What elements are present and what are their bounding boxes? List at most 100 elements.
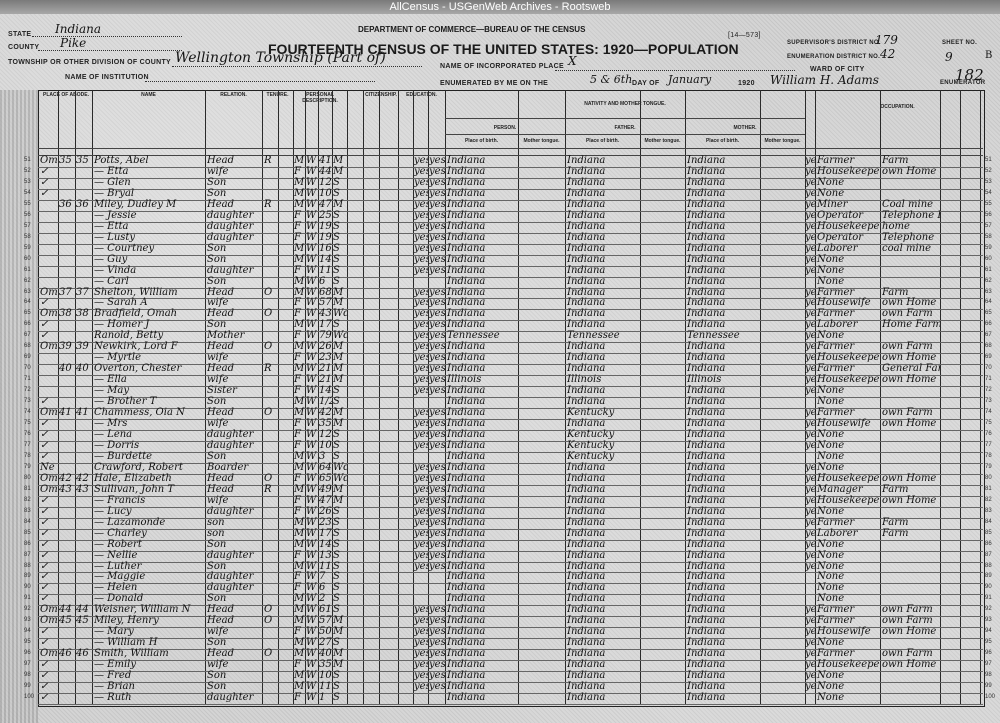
cell-mother-birth: Indiana xyxy=(687,648,726,660)
cell-english: yes xyxy=(805,253,817,265)
cell-occupation: None xyxy=(817,450,845,462)
cell-english: yes xyxy=(805,527,817,539)
cell-write: yes xyxy=(429,560,445,572)
line-number-right: 81 xyxy=(985,485,992,492)
cell-name: Miley, Henry xyxy=(94,615,159,627)
cell-relation: daughter xyxy=(207,505,254,517)
cell-english: yes xyxy=(805,198,817,210)
line-number-right: 83 xyxy=(985,507,992,514)
cell-sex: F xyxy=(294,264,301,276)
cell-marital: M xyxy=(333,494,344,506)
cell-occupation: Housewife xyxy=(817,418,871,430)
cell-industry: General Farm xyxy=(882,363,940,375)
cell-age: 47 xyxy=(319,198,332,210)
county-value: Pike xyxy=(60,36,87,50)
cell-race: W xyxy=(306,648,317,660)
row-rule xyxy=(38,199,983,201)
cell-sex: M xyxy=(294,341,305,353)
cell-family: 40 xyxy=(76,363,89,375)
cell-industry: own Home xyxy=(882,297,937,309)
cell-home: Om xyxy=(40,155,58,166)
cell-name: — Burdette xyxy=(94,450,153,462)
cell-mother-birth: Indiana xyxy=(687,604,726,616)
cell-birth: Indiana xyxy=(447,483,486,495)
row-rule xyxy=(38,440,983,442)
cell-occupation: Laborer xyxy=(817,527,858,539)
row-rule xyxy=(38,320,983,322)
cell-marital: Wd xyxy=(333,330,347,342)
cell-tenure: O xyxy=(264,604,273,616)
cell-race: W xyxy=(306,615,317,627)
cell-race: W xyxy=(306,483,317,495)
line-number-right: 60 xyxy=(985,255,992,262)
cell-home: Om xyxy=(40,308,58,320)
cell-father-birth: Indiana xyxy=(567,571,606,583)
cell-english: yes xyxy=(805,505,817,517)
cell-birth: Indiana xyxy=(447,242,486,254)
cell-birth: Illinois xyxy=(447,374,482,386)
row-rule xyxy=(38,484,983,486)
cell-marital: M xyxy=(333,418,344,430)
cell-write: yes xyxy=(429,681,445,693)
row-rule xyxy=(38,386,983,388)
line-number: 63 xyxy=(24,288,31,295)
cell-father-birth: Indiana xyxy=(567,242,606,254)
cell-mother-birth: Tennessee xyxy=(687,330,740,342)
line-number: 72 xyxy=(24,387,31,394)
cell-birth: Indiana xyxy=(447,637,486,649)
cell-birth: Indiana xyxy=(447,604,486,616)
cell-name: — Bryal xyxy=(94,187,135,199)
cell-occupation: Farmer xyxy=(817,155,855,166)
cell-name: — Francis xyxy=(94,494,146,506)
cell-tenure: O xyxy=(264,286,273,298)
cell-mother-birth: Indiana xyxy=(687,505,726,517)
cell-industry: Farm xyxy=(882,516,909,528)
line-number: 82 xyxy=(24,496,31,503)
cell-sex: M xyxy=(294,461,305,473)
cell-father-birth: Indiana xyxy=(567,692,606,704)
cell-father-birth: Indiana xyxy=(567,494,606,506)
cell-sex: M xyxy=(294,483,305,495)
cell-relation: Head xyxy=(207,604,235,616)
cell-race: W xyxy=(306,253,317,265)
line-number-right: 84 xyxy=(985,518,992,525)
cell-name: — Jessie xyxy=(94,209,137,221)
cell-home: ✓ xyxy=(40,516,49,528)
cell-family: 42 xyxy=(76,472,89,484)
line-number-right: 56 xyxy=(985,211,992,218)
heading-occupation: OCCUPATION. xyxy=(880,104,915,110)
incorporated-value: X xyxy=(568,54,577,68)
line-number-right: 94 xyxy=(985,628,992,635)
cell-marital: S xyxy=(333,385,340,397)
cell-read: yes xyxy=(414,374,428,386)
cell-father-birth: Tennessee xyxy=(567,330,620,342)
cell-mother-birth: Indiana xyxy=(687,275,726,287)
cell-occupation: Farmer xyxy=(817,363,855,375)
cell-family: 44 xyxy=(76,604,89,616)
cell-name: — May xyxy=(94,385,130,397)
cell-marital: M xyxy=(333,286,344,298)
cell-marital: S xyxy=(333,209,340,221)
binding-edge xyxy=(0,90,38,723)
cell-name: — Vinda xyxy=(94,264,137,276)
cell-birth: Indiana xyxy=(447,319,486,331)
row-rule xyxy=(38,243,983,245)
line-number-right: 80 xyxy=(985,474,992,481)
cell-sex: F xyxy=(294,505,301,517)
cell-relation: Son xyxy=(207,275,227,287)
cell-industry: own Home xyxy=(882,165,937,177)
cell-home: ✓ xyxy=(40,439,49,451)
cell-birth: Indiana xyxy=(447,450,486,462)
cell-write: yes xyxy=(429,308,445,320)
enumerator-name: William H. Adams xyxy=(770,73,879,87)
cell-father-birth: Indiana xyxy=(567,165,606,177)
cell-read: yes xyxy=(414,155,428,166)
row-rule xyxy=(38,397,983,399)
cell-occupation: None xyxy=(817,637,845,649)
cell-dwelling: 46 xyxy=(59,648,72,660)
